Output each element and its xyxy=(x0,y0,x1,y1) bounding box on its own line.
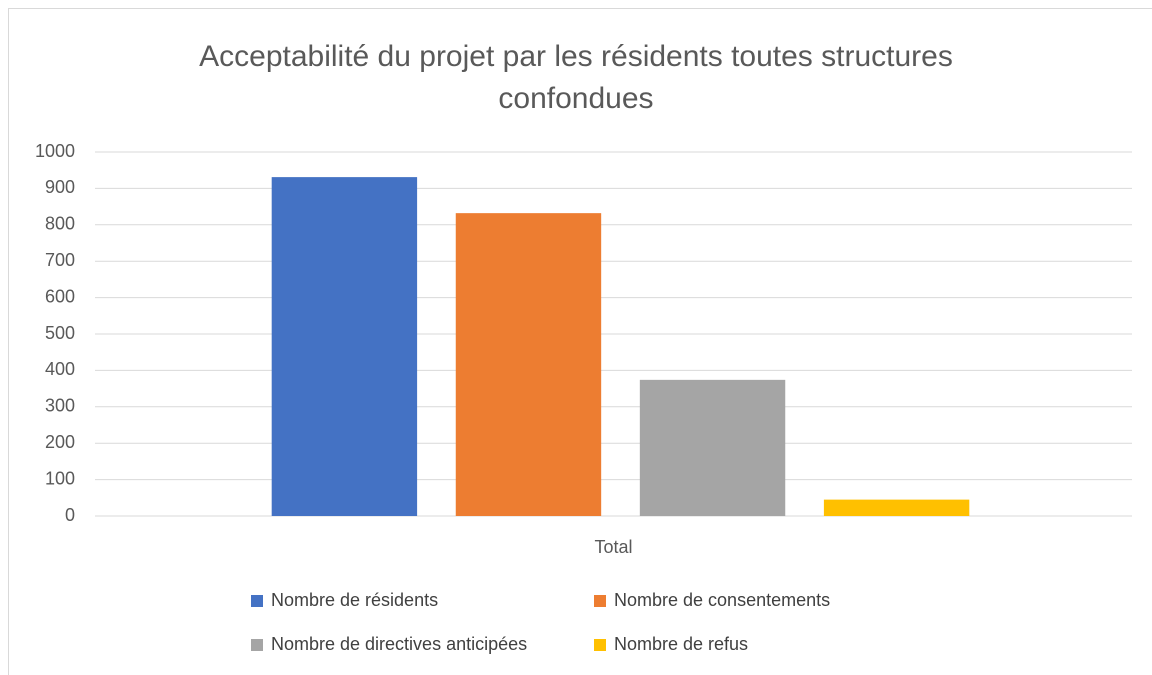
y-tick-label: 100 xyxy=(45,468,75,488)
legend-swatch xyxy=(594,595,606,607)
y-tick-label: 200 xyxy=(45,432,75,452)
y-tick-label: 400 xyxy=(45,359,75,379)
y-tick-label: 700 xyxy=(45,250,75,270)
y-tick-label: 0 xyxy=(65,505,75,525)
bar xyxy=(823,499,970,516)
legend-swatch xyxy=(251,595,263,607)
y-tick-label: 500 xyxy=(45,323,75,343)
x-tick-label: Total xyxy=(594,537,632,557)
legend-swatch xyxy=(251,639,263,651)
legend-label: Nombre de consentements xyxy=(614,590,830,610)
y-tick-label: 900 xyxy=(45,177,75,197)
bar xyxy=(639,379,786,516)
y-tick-label: 1000 xyxy=(35,141,75,161)
y-tick-label: 600 xyxy=(45,286,75,306)
bar xyxy=(271,177,418,516)
legend-label: Nombre de directives anticipées xyxy=(271,634,527,654)
y-tick-label: 800 xyxy=(45,214,75,234)
legend-label: Nombre de résidents xyxy=(271,590,438,610)
chart-border xyxy=(8,8,1152,675)
legend-swatch xyxy=(594,639,606,651)
bar xyxy=(455,213,602,517)
chart-title: Acceptabilité du projet par les résident… xyxy=(199,40,953,115)
legend-label: Nombre de refus xyxy=(614,634,748,654)
y-tick-label: 300 xyxy=(45,396,75,416)
